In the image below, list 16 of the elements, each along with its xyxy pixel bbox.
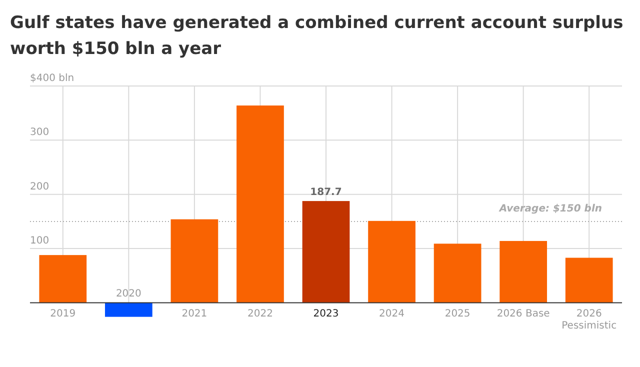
x-tick-label: 2026 Pessimistic (562, 308, 617, 332)
x-tick-label: 2022 (247, 308, 273, 320)
x-tick-label: 2023 (313, 308, 339, 320)
data-label: 187.7 (310, 187, 342, 198)
chart-title: Gulf states have generated a combined current account surplus worth $150 bln a year (10, 13, 624, 59)
x-tick-label: 2024 (379, 308, 405, 320)
y-tick-label: 100 (30, 236, 50, 247)
x-tick-label: 2021 (182, 308, 208, 320)
x-tick-label: 2026 Base (496, 308, 550, 320)
ref-line-label: Average: $150 bln (498, 203, 602, 214)
x-tick-label: 2019 (50, 308, 76, 320)
x-tick-label: 2020 (116, 288, 142, 300)
y-tick-label: $400 bln (30, 73, 74, 84)
y-tick-label: 200 (30, 181, 50, 192)
y-tick-label: 300 (30, 127, 50, 138)
x-tick-label: 2025 (444, 308, 470, 320)
